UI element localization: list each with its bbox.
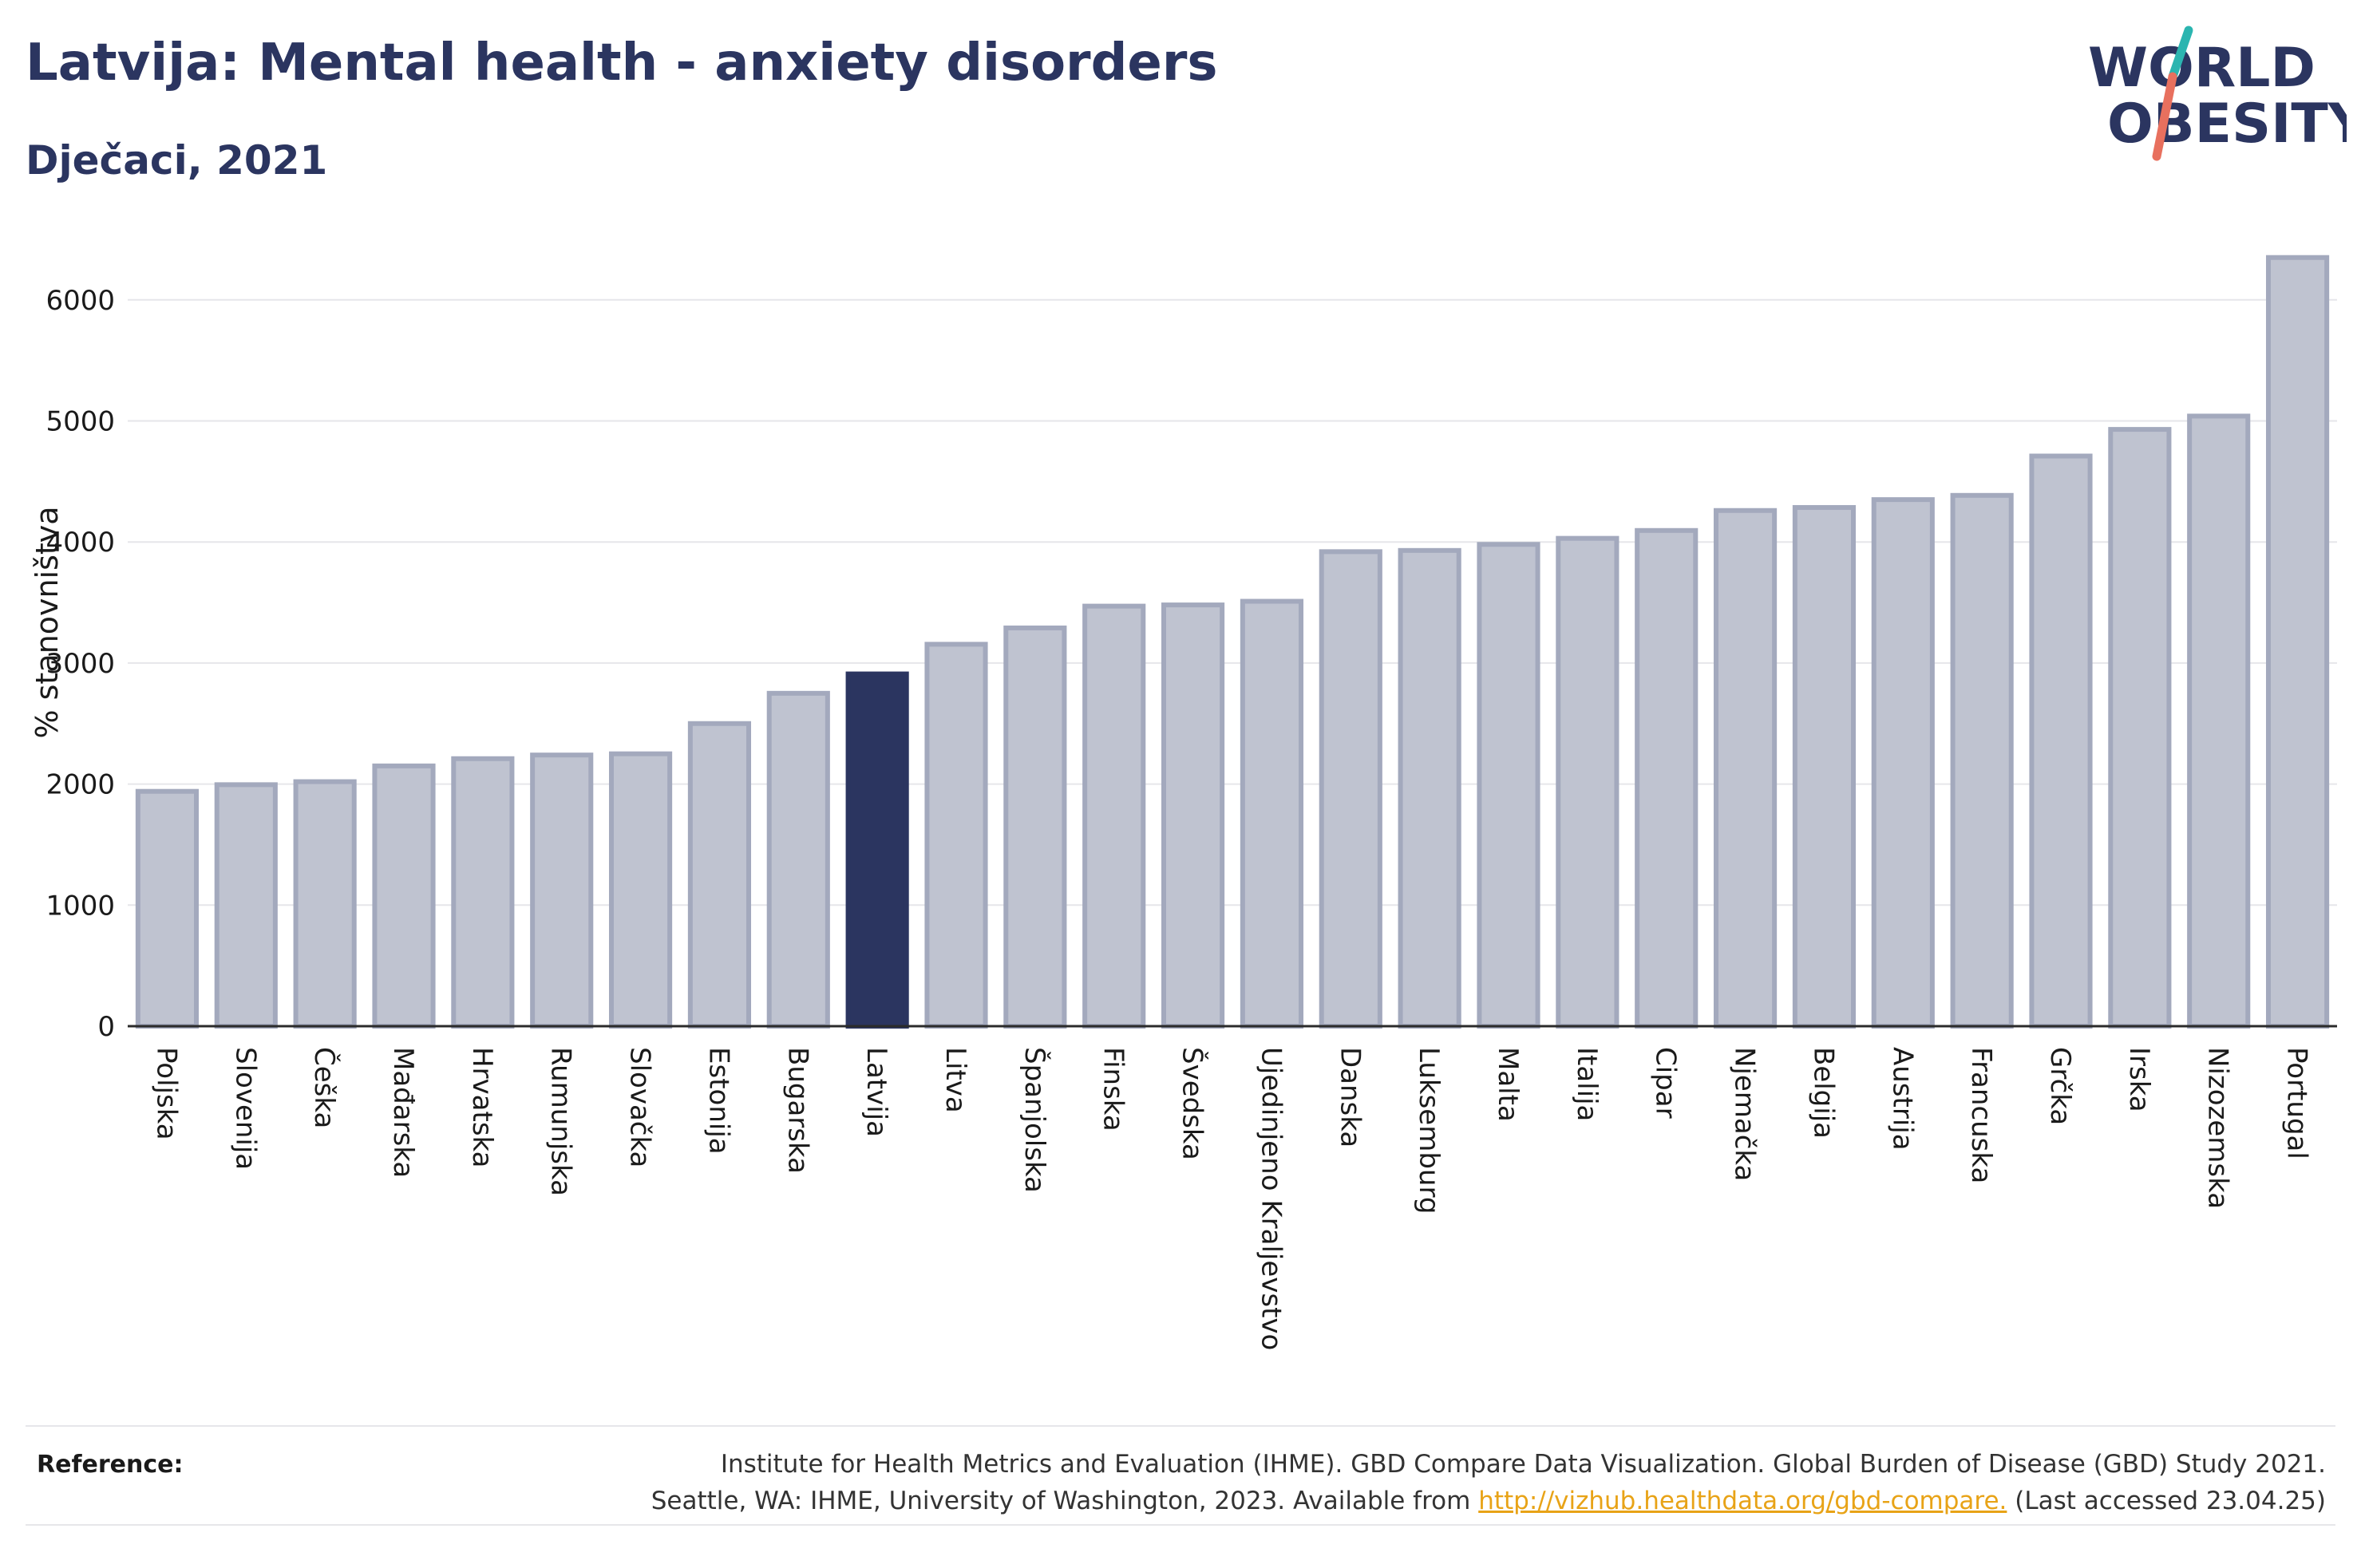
reference-link[interactable]: http://vizhub.healthdata.org/gbd-compare… — [1478, 1487, 2007, 1515]
bar — [451, 756, 515, 1029]
reference-label: Reference: — [37, 1451, 184, 1479]
x-tick-label: Estonija — [702, 1047, 734, 1155]
logo-slash-coral — [2152, 72, 2177, 161]
y-tick-label: 4000 — [45, 527, 115, 559]
reference-line-2: Seattle, WA: IHME, University of Washing… — [410, 1483, 2326, 1519]
bar — [1319, 549, 1382, 1029]
y-tick-label: 0 — [97, 1011, 115, 1043]
bar — [766, 690, 830, 1029]
bar — [1477, 542, 1540, 1029]
x-tick-label: Luksemburg — [1413, 1047, 1445, 1214]
bar — [135, 788, 200, 1029]
bar — [1792, 504, 1857, 1029]
x-tick-label: Ujedinjeno Kraljevstvo — [1255, 1047, 1287, 1350]
bar — [608, 751, 673, 1029]
bar — [214, 782, 278, 1029]
y-tick-label: 1000 — [45, 890, 115, 922]
x-tick-label: Belgija — [1807, 1047, 1839, 1139]
bar — [2108, 427, 2172, 1029]
x-tick-label: Finska — [1097, 1047, 1129, 1132]
bar — [2265, 255, 2330, 1029]
x-tick-label: Češka — [308, 1047, 341, 1128]
x-tick-label: Mađarska — [387, 1047, 419, 1178]
bar — [924, 642, 988, 1029]
bar — [293, 779, 357, 1029]
x-tick-label: Bugarska — [781, 1047, 813, 1174]
bar-highlighted — [845, 671, 909, 1029]
x-tick-label: Italija — [1571, 1047, 1603, 1121]
x-tick-label: Litva — [939, 1047, 971, 1113]
reference-text: Institute for Health Metrics and Evaluat… — [410, 1446, 2326, 1519]
reference-line-1: Institute for Health Metrics and Evaluat… — [720, 1450, 2326, 1479]
y-axis-label: % stanovništva — [30, 506, 65, 738]
x-tick-label: Poljska — [150, 1047, 182, 1140]
x-tick-label: Malta — [1492, 1047, 1524, 1122]
bar-chart: 0 1000 2000 3000 4000 5000 6000 Poljska Sloveni… — [30, 255, 2337, 1350]
y-tick-label: 3000 — [45, 648, 115, 680]
bar — [1161, 602, 1225, 1029]
bar — [687, 721, 752, 1029]
x-tick-label: Danska — [1334, 1047, 1366, 1147]
logo-slash-teal — [2168, 26, 2193, 81]
bar — [1871, 497, 1935, 1029]
x-tick-label: Francuska — [1965, 1047, 1997, 1183]
bar — [1398, 547, 1461, 1029]
x-tick-label: Austrija — [1886, 1047, 1918, 1151]
bar — [372, 763, 436, 1029]
x-tick-label: Rumunjska — [545, 1047, 577, 1196]
chart-subtitle: Dječaci, 2021 — [26, 137, 328, 184]
logo-line-1: WORLD — [2088, 37, 2316, 100]
bar — [1003, 625, 1067, 1029]
bar — [1556, 535, 1619, 1029]
bar — [1950, 492, 2014, 1029]
reference-line-2-suffix: (Last accessed 23.04.25) — [2007, 1487, 2326, 1515]
x-tick-label: Grčka — [2044, 1047, 2076, 1125]
y-tick-label: 5000 — [45, 406, 115, 438]
x-tick-label: Nizozemska — [2202, 1047, 2234, 1209]
bar — [1635, 527, 1699, 1029]
x-tick-label: Portugal — [2281, 1047, 2313, 1159]
x-tick-labels: Poljska Slovenija Češka Mađarska Hrvatska Rum… — [150, 1047, 2312, 1350]
bar — [2029, 453, 2093, 1029]
y-tick-labels: 0 1000 2000 3000 4000 5000 6000 — [45, 285, 115, 1043]
x-tick-label: Irska — [2123, 1047, 2155, 1112]
reference-line-2-prefix: Seattle, WA: IHME, University of Washing… — [651, 1487, 1479, 1515]
footer-divider-top — [26, 1425, 2335, 1427]
bar — [530, 752, 594, 1029]
world-obesity-logo: WORLD OBESITY — [2088, 26, 2347, 161]
bar — [2187, 413, 2251, 1029]
y-tick-label: 2000 — [45, 769, 115, 801]
y-tick-label: 6000 — [45, 285, 115, 317]
x-tick-label: Slovenija — [229, 1047, 261, 1170]
x-tick-label: Hrvatska — [466, 1047, 498, 1167]
logo-line-2: OBESITY — [2107, 93, 2347, 156]
bars — [135, 255, 2330, 1029]
x-tick-label: Cipar — [1650, 1047, 1682, 1119]
bar — [1713, 508, 1778, 1029]
x-tick-label: Švedska — [1177, 1047, 1209, 1160]
x-tick-label: Španjolska — [1018, 1047, 1051, 1193]
chart-title: Latvija: Mental health - anxiety disorde… — [26, 34, 1218, 93]
footer-divider-bottom — [26, 1524, 2335, 1526]
x-tick-label: Slovačka — [624, 1047, 656, 1167]
bar — [1082, 603, 1146, 1029]
x-tick-label: Latvija — [860, 1047, 892, 1137]
bar — [1240, 598, 1304, 1029]
x-tick-label: Njemačka — [1729, 1047, 1761, 1181]
